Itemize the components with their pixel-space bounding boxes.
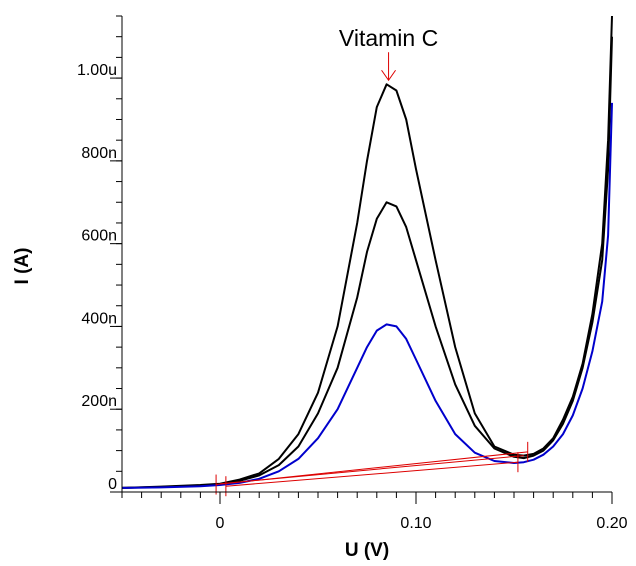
y-tick-label: 400n xyxy=(81,310,117,327)
y-tick-label: 600n xyxy=(81,228,117,245)
baseline-3 xyxy=(225,461,518,487)
y-tick-label: 200n xyxy=(81,393,117,410)
annotation-layer: Vitamin C xyxy=(339,25,438,82)
series-line-3 xyxy=(121,102,613,489)
y-tick-label: 1.00u xyxy=(77,62,117,79)
x-tick-label: 0.10 xyxy=(400,515,431,532)
axis-ticks: 0 200n 400n 600n 800n 1.00u 0 0.10 0.20 xyxy=(77,15,628,532)
series-line-2 xyxy=(121,36,613,489)
series-line-1 xyxy=(121,15,613,489)
x-axis-title: U (V) xyxy=(345,540,389,561)
y-tick-label: 800n xyxy=(81,145,117,162)
annotation-label: Vitamin C xyxy=(339,25,438,51)
baseline-layer xyxy=(215,441,529,497)
annotation-arrow-head xyxy=(381,69,396,82)
baseline-2 xyxy=(219,455,524,485)
series-layer xyxy=(121,15,613,489)
y-axis-title: I (A) xyxy=(12,248,33,285)
x-tick-label: 0.20 xyxy=(596,515,627,532)
y-tick-label: 0 xyxy=(108,476,117,493)
x-tick-label: 0 xyxy=(216,515,225,532)
